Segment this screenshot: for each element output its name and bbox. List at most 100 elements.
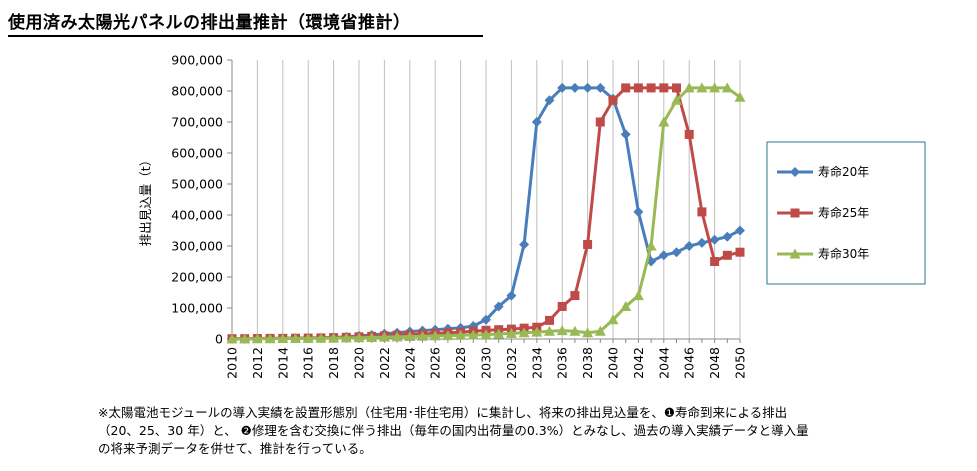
x-tick-label: 2022 bbox=[377, 347, 392, 379]
data-point bbox=[684, 129, 694, 139]
data-point bbox=[671, 94, 682, 105]
data-point bbox=[481, 314, 491, 325]
data-point bbox=[684, 241, 695, 251]
data-point bbox=[594, 325, 606, 336]
data-point bbox=[569, 82, 580, 93]
legend-label: 寿命25年 bbox=[818, 205, 869, 220]
data-point bbox=[519, 239, 530, 250]
data-point bbox=[506, 290, 517, 301]
data-point bbox=[556, 325, 568, 336]
x-tick-label: 2010 bbox=[225, 347, 240, 379]
x-tick-label: 2014 bbox=[275, 347, 290, 379]
data-point bbox=[391, 331, 403, 342]
data-point bbox=[789, 248, 801, 259]
data-point bbox=[621, 83, 631, 93]
data-point bbox=[632, 290, 644, 301]
data-point bbox=[545, 315, 554, 325]
data-point bbox=[518, 327, 530, 338]
data-point bbox=[570, 291, 580, 301]
x-tick-label: 2026 bbox=[428, 347, 443, 379]
x-tick-label: 2044 bbox=[656, 347, 671, 379]
x-tick-label: 2016 bbox=[301, 347, 316, 379]
data-point bbox=[721, 82, 733, 93]
data-point bbox=[353, 332, 365, 343]
data-point bbox=[595, 82, 606, 93]
legend-label: 寿命20年 bbox=[818, 164, 869, 179]
data-point bbox=[239, 333, 251, 344]
data-point bbox=[557, 82, 568, 93]
data-point bbox=[646, 83, 656, 93]
y-tick-label: 200,000 bbox=[171, 270, 223, 285]
data-point bbox=[696, 82, 708, 93]
data-point bbox=[735, 225, 745, 236]
data-point bbox=[226, 333, 238, 344]
data-point bbox=[645, 240, 657, 251]
chart-title: 使用済み太陽光パネルの排出量推計（環境省推計） bbox=[8, 13, 411, 33]
data-point bbox=[493, 328, 505, 339]
x-tick-label: 2036 bbox=[555, 347, 570, 379]
footnote: ※太陽電池モジュールの導入実績を設置形態別（住宅用･非住宅用）に集計し、将来の排… bbox=[98, 404, 958, 458]
legend-label: 寿命30年 bbox=[818, 246, 869, 261]
y-tick-label: 400,000 bbox=[171, 208, 223, 223]
data-point bbox=[557, 301, 567, 311]
data-point bbox=[582, 327, 594, 338]
x-tick-label: 2050 bbox=[733, 347, 748, 379]
data-point bbox=[607, 314, 619, 325]
data-point bbox=[378, 331, 390, 342]
x-tick-label: 2012 bbox=[250, 347, 265, 379]
footnote-line-2: （20、25、30 年）と、 ❷修理を含む交換に伴う排出（毎年の国内出荷量の0.… bbox=[98, 423, 809, 438]
data-point bbox=[328, 332, 340, 343]
data-point bbox=[696, 237, 707, 248]
data-point bbox=[658, 250, 669, 261]
data-point bbox=[659, 83, 669, 93]
data-point bbox=[734, 91, 746, 102]
data-point bbox=[531, 326, 543, 337]
x-tick-label: 2040 bbox=[606, 347, 621, 379]
data-point bbox=[544, 325, 555, 336]
data-point bbox=[697, 207, 707, 217]
data-point bbox=[366, 331, 378, 342]
x-tick-label: 2034 bbox=[529, 347, 544, 379]
data-point bbox=[633, 83, 643, 93]
data-point bbox=[302, 332, 314, 343]
series-lines bbox=[226, 82, 746, 344]
data-point bbox=[544, 95, 555, 106]
title-underline bbox=[8, 35, 483, 37]
data-point bbox=[582, 82, 593, 93]
y-tick-label: 600,000 bbox=[171, 146, 223, 161]
data-point bbox=[429, 330, 441, 341]
data-point bbox=[569, 325, 581, 336]
x-tick-label: 2038 bbox=[580, 347, 595, 379]
data-point bbox=[722, 250, 732, 260]
y-tick-label: 0 bbox=[215, 332, 223, 347]
data-point bbox=[608, 95, 618, 105]
data-point bbox=[672, 83, 681, 93]
y-tick-label: 800,000 bbox=[171, 84, 223, 99]
data-point bbox=[735, 247, 745, 257]
x-tick-label: 2020 bbox=[352, 347, 367, 379]
data-point bbox=[290, 333, 301, 344]
y-tick-label: 900,000 bbox=[171, 53, 223, 68]
data-point bbox=[264, 333, 276, 344]
data-point bbox=[620, 129, 631, 140]
data-point bbox=[404, 331, 416, 342]
y-axis-label: 排出見込量（t） bbox=[138, 154, 153, 246]
data-point bbox=[790, 208, 800, 218]
data-point bbox=[671, 247, 682, 258]
data-point bbox=[683, 82, 695, 93]
data-point bbox=[467, 329, 479, 340]
data-point bbox=[340, 332, 352, 343]
legend-item: 寿命30年 bbox=[777, 246, 869, 261]
data-point bbox=[480, 329, 492, 340]
y-tick-label: 500,000 bbox=[171, 177, 223, 192]
y-tick-label: 300,000 bbox=[171, 239, 223, 254]
gridlines bbox=[256, 60, 741, 339]
x-tick-label: 2030 bbox=[479, 347, 494, 379]
x-tick-label: 2048 bbox=[707, 347, 722, 379]
legend-item: 寿命20年 bbox=[777, 164, 869, 179]
data-point bbox=[455, 329, 467, 340]
data-point bbox=[417, 330, 428, 341]
x-tick-label: 2024 bbox=[402, 347, 417, 379]
tick-labels: 0 100,000 200,000 300,000 400,000 500,000 600,… bbox=[171, 53, 747, 379]
x-tick-label: 2046 bbox=[682, 347, 697, 379]
